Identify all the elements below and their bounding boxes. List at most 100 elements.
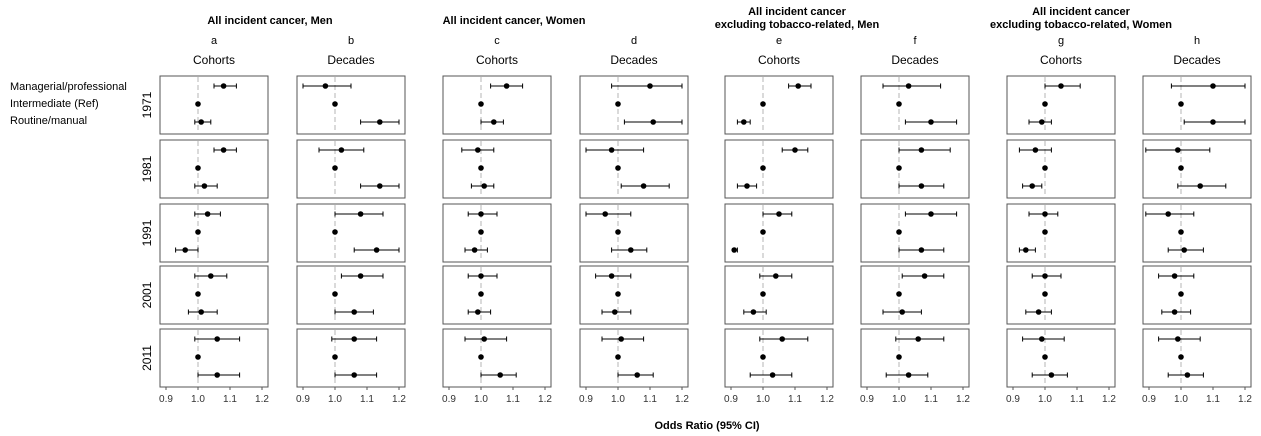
estimate-point-a-1971-1 bbox=[195, 101, 201, 107]
row-label-2011: 2011 bbox=[140, 345, 154, 371]
estimate-point-d-1991-2 bbox=[628, 247, 634, 253]
estimate-point-g-2011-1 bbox=[1042, 354, 1048, 360]
x-tick-label-d-3: 1.2 bbox=[675, 394, 689, 405]
estimate-point-g-1971-1 bbox=[1042, 101, 1048, 107]
x-tick-label-c-0: 0.9 bbox=[442, 394, 456, 405]
estimate-point-b-2011-2 bbox=[351, 372, 358, 378]
estimate-point-b-1991-0 bbox=[357, 211, 364, 217]
panel-frame-d-2011 bbox=[579, 328, 689, 388]
estimate-point-d-2001-1 bbox=[615, 291, 621, 297]
panel-frame-a-2001 bbox=[159, 265, 269, 325]
row-label-2001: 2001 bbox=[140, 281, 154, 308]
x-tick-label-b-1: 1.0 bbox=[328, 394, 342, 405]
estimate-point-d-1971-1 bbox=[615, 101, 621, 107]
estimate-point-c-2001-1 bbox=[478, 291, 484, 297]
panel-frame-c-1971 bbox=[442, 75, 552, 135]
estimate-point-e-1971-2 bbox=[741, 119, 747, 125]
estimate-point-c-2001-0 bbox=[478, 273, 484, 279]
x-tick-label-g-2: 1.1 bbox=[1070, 394, 1084, 405]
estimate-point-d-1991-0 bbox=[602, 211, 608, 217]
estimate-point-d-1981-2 bbox=[640, 183, 647, 189]
estimate-point-g-1971-0 bbox=[1058, 83, 1064, 89]
panel-frame-c-1981 bbox=[442, 139, 552, 199]
estimate-point-a-2011-0 bbox=[214, 336, 220, 342]
group-title-2-line-1: excluding tobacco-related, Men bbox=[715, 19, 880, 31]
estimate-point-h-2001-0 bbox=[1171, 273, 1178, 279]
panel-frame-h-2001 bbox=[1142, 265, 1252, 325]
estimate-point-f-1991-1 bbox=[896, 229, 902, 235]
estimate-point-f-1971-2 bbox=[928, 119, 934, 125]
panel-frame-g-1981 bbox=[1006, 139, 1116, 199]
estimate-point-c-1991-2 bbox=[471, 247, 478, 253]
panel-frame-b-1991 bbox=[296, 203, 406, 263]
estimate-point-f-2001-0 bbox=[921, 273, 928, 279]
estimate-point-a-1981-0 bbox=[220, 147, 227, 153]
estimate-point-h-1981-2 bbox=[1197, 183, 1203, 189]
estimate-point-a-1971-2 bbox=[198, 119, 204, 125]
group-title-3-line-1: excluding tobacco-related, Women bbox=[990, 19, 1172, 31]
estimate-point-a-2001-1 bbox=[195, 291, 201, 297]
estimate-point-h-1971-0 bbox=[1210, 83, 1216, 89]
estimate-point-c-1971-1 bbox=[478, 101, 484, 107]
estimate-point-c-1991-0 bbox=[478, 211, 484, 217]
panel-subtitle-f: Decades bbox=[891, 53, 938, 67]
estimate-point-b-2001-1 bbox=[332, 291, 338, 297]
estimate-point-h-1981-1 bbox=[1178, 165, 1184, 171]
estimate-point-c-2001-2 bbox=[475, 309, 481, 315]
panel-letter-f: f bbox=[913, 35, 917, 47]
estimate-point-c-2011-0 bbox=[481, 336, 488, 342]
panel-frame-d-2001 bbox=[579, 265, 689, 325]
estimate-point-b-2011-1 bbox=[332, 354, 338, 360]
estimate-point-f-1991-2 bbox=[918, 247, 925, 253]
x-tick-label-c-3: 1.2 bbox=[538, 394, 552, 405]
estimate-point-a-1991-1 bbox=[195, 229, 201, 235]
panel-subtitle-a: Cohorts bbox=[193, 53, 235, 67]
row-label-1971: 1971 bbox=[140, 91, 154, 118]
panel-frame-e-2001 bbox=[724, 265, 834, 325]
estimate-point-d-1971-2 bbox=[650, 119, 656, 125]
estimate-point-g-1981-1 bbox=[1042, 165, 1048, 171]
x-tick-label-e-1: 1.0 bbox=[756, 394, 770, 405]
estimate-point-e-2011-2 bbox=[769, 372, 776, 378]
estimate-point-g-1971-2 bbox=[1039, 119, 1045, 125]
estimate-point-b-1971-2 bbox=[377, 119, 383, 125]
estimate-point-d-2011-0 bbox=[618, 336, 624, 342]
panel-subtitle-d: Decades bbox=[610, 53, 657, 67]
estimate-point-d-1981-1 bbox=[615, 165, 621, 171]
estimate-point-c-2011-1 bbox=[478, 354, 484, 360]
estimate-point-d-2011-2 bbox=[634, 372, 640, 378]
estimate-point-f-1981-2 bbox=[918, 183, 925, 189]
estimate-point-f-2011-2 bbox=[905, 372, 912, 378]
estimate-point-b-2001-0 bbox=[357, 273, 364, 279]
estimate-point-g-2011-2 bbox=[1048, 372, 1055, 378]
estimate-point-a-1981-2 bbox=[201, 183, 208, 189]
x-tick-label-g-0: 0.9 bbox=[1006, 394, 1020, 405]
estimate-point-h-2001-1 bbox=[1178, 291, 1184, 297]
estimate-point-e-2011-0 bbox=[779, 336, 785, 342]
x-tick-label-h-3: 1.2 bbox=[1238, 394, 1252, 405]
x-axis-label: Odds Ratio (95% CI) bbox=[654, 420, 759, 432]
x-tick-label-b-0: 0.9 bbox=[296, 394, 310, 405]
estimate-point-a-1971-0 bbox=[220, 83, 227, 89]
estimate-point-c-1981-1 bbox=[478, 165, 484, 171]
estimate-point-f-2011-1 bbox=[896, 354, 902, 360]
panel-frame-g-1991 bbox=[1006, 203, 1116, 263]
estimate-point-h-1991-1 bbox=[1178, 229, 1184, 235]
group-title-3-line-0: All incident cancer bbox=[1032, 6, 1131, 18]
estimate-point-g-1981-2 bbox=[1029, 183, 1035, 189]
panel-letter-d: d bbox=[631, 35, 637, 47]
estimate-point-b-1991-2 bbox=[373, 247, 380, 253]
x-tick-label-c-1: 1.0 bbox=[474, 394, 488, 405]
estimate-point-c-1971-0 bbox=[503, 83, 510, 89]
x-tick-label-a-1: 1.0 bbox=[191, 394, 205, 405]
estimate-point-a-2011-1 bbox=[195, 354, 201, 360]
estimate-point-a-1981-1 bbox=[195, 165, 201, 171]
x-tick-label-b-3: 1.2 bbox=[392, 394, 406, 405]
panel-letter-a: a bbox=[211, 35, 218, 47]
panel-frame-g-2011 bbox=[1006, 328, 1116, 388]
x-tick-label-f-0: 0.9 bbox=[860, 394, 874, 405]
estimate-point-g-1991-2 bbox=[1023, 247, 1029, 253]
estimate-point-h-1991-2 bbox=[1181, 247, 1187, 253]
estimate-point-c-1981-0 bbox=[475, 147, 481, 153]
